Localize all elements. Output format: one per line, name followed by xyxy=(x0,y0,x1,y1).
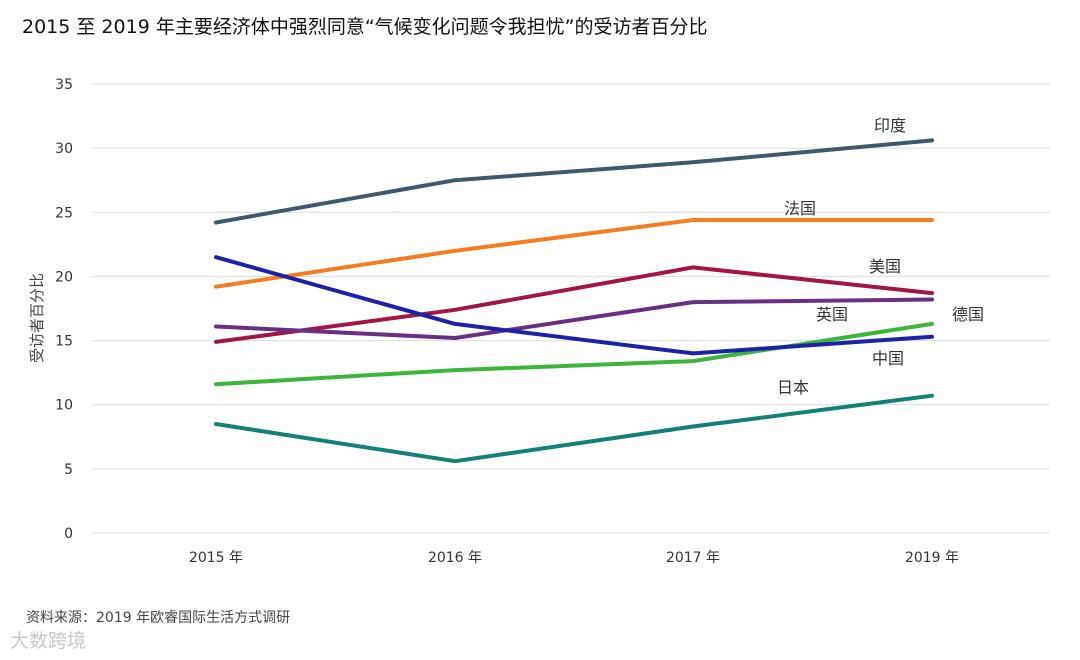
chart-title: 2015 至 2019 年主要经济体中强烈同意“气候变化问题令我担忧”的受访者百… xyxy=(22,16,708,38)
watermark: 大数跨境 xyxy=(10,630,87,652)
series-label: 日本 xyxy=(777,378,809,397)
series-line-3 xyxy=(214,265,934,344)
y-axis-label: 受访者百分比 xyxy=(28,273,46,363)
series-label: 中国 xyxy=(872,349,904,368)
y-tick-label: 0 xyxy=(64,526,73,542)
series-label: 美国 xyxy=(869,257,901,276)
series-label: 法国 xyxy=(784,199,816,218)
x-tick-label: 2016 年 xyxy=(428,550,482,566)
series-line-6 xyxy=(214,255,934,356)
x-tick-labels: 2015 年 2016 年 2017 年 2019 年 xyxy=(189,550,959,566)
series-lines xyxy=(214,138,934,464)
y-tick-label: 10 xyxy=(55,398,73,414)
source-note: 资料来源：2019 年欧睿国际生活方式调研 xyxy=(26,610,291,626)
series-label: 德国 xyxy=(952,305,984,324)
y-tick-label: 35 xyxy=(55,77,73,93)
y-tick-labels: 0 5 10 15 20 25 30 35 xyxy=(55,77,73,542)
series-label: 印度 xyxy=(874,116,906,135)
x-tick-label: 2015 年 xyxy=(189,550,243,566)
y-tick-label: 30 xyxy=(55,141,73,157)
y-tick-label: 20 xyxy=(55,269,73,285)
y-tick-label: 5 xyxy=(64,462,73,478)
x-tick-label: 2017 年 xyxy=(666,550,720,566)
series-line-4 xyxy=(214,297,934,340)
x-tick-label: 2019 年 xyxy=(905,550,959,566)
y-tick-label: 25 xyxy=(55,205,73,221)
series-line-1 xyxy=(214,138,934,225)
series-line-7 xyxy=(214,393,934,464)
series-label: 英国 xyxy=(816,305,848,324)
grid-layer xyxy=(92,83,1050,534)
y-tick-label: 15 xyxy=(55,334,73,350)
series-line-5 xyxy=(214,321,934,387)
series-line-2 xyxy=(214,218,934,289)
